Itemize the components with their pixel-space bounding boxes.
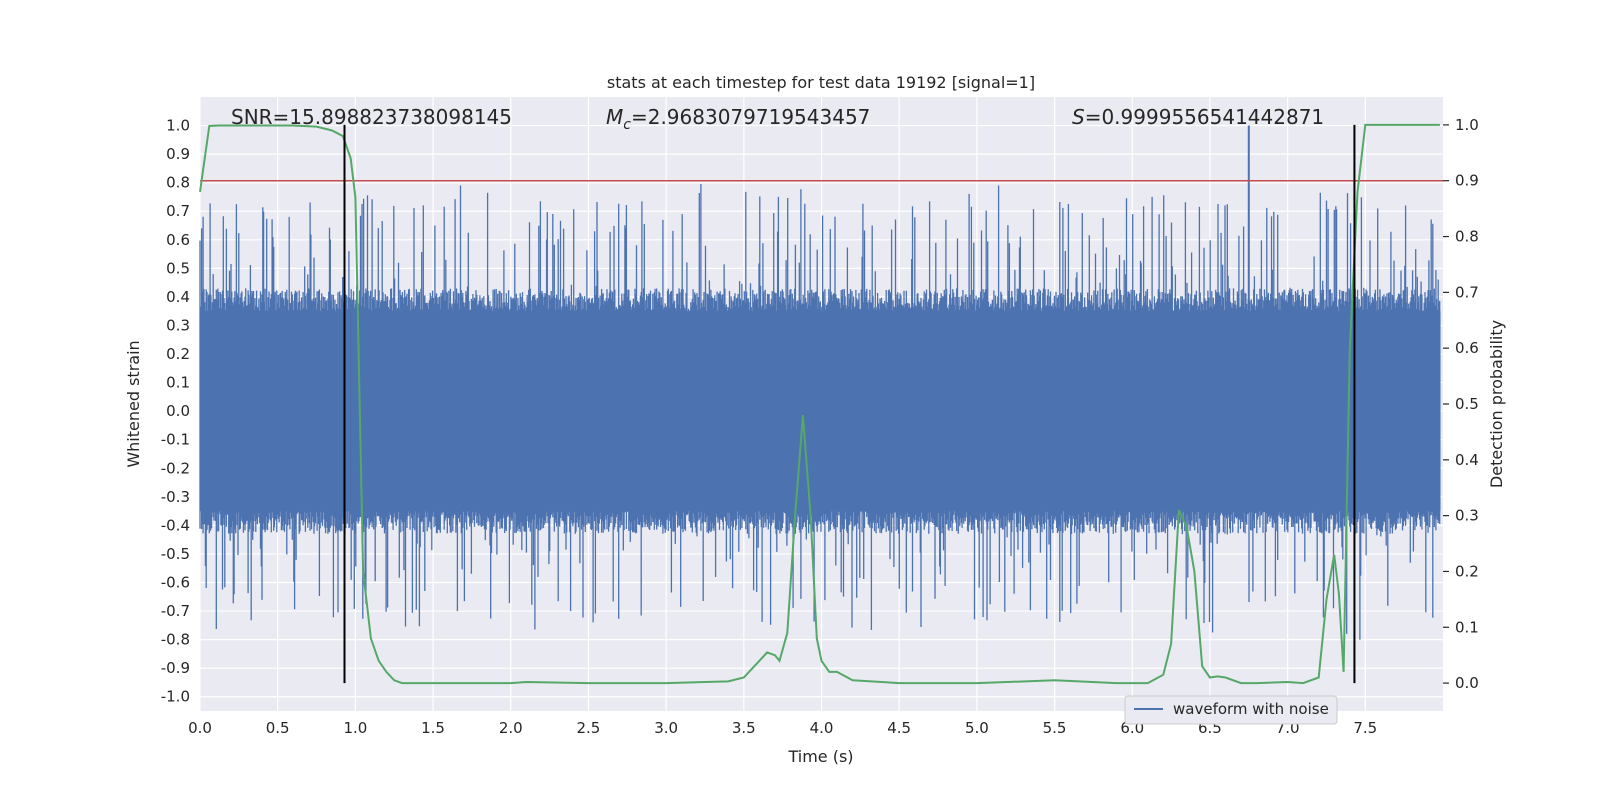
x-tick-label: 0.5 <box>266 719 290 737</box>
x-tick-label: 0.0 <box>188 719 212 737</box>
chirp-mass-subscript: c <box>623 117 631 133</box>
waveform-trace <box>199 184 1441 640</box>
y-left-tick-label: -0.2 <box>161 459 190 477</box>
snr-annotation: SNR=15.898823738098145 <box>231 105 512 129</box>
y-left-tick-label: 0.6 <box>166 231 190 249</box>
y-left-tick-label: 0.0 <box>166 402 190 420</box>
y-right-tick-label: 0.9 <box>1455 172 1479 190</box>
probability-line <box>199 123 1440 685</box>
y-right-tick-label: 1.0 <box>1455 116 1479 134</box>
y-right-tick-label: 0.3 <box>1455 507 1479 525</box>
x-tick-label: 1.0 <box>343 719 367 737</box>
x-axis-title: Time (s) <box>787 747 853 766</box>
score-value: =0.9999556541442871 <box>1085 105 1324 129</box>
y-left-tick-label: -0.8 <box>161 631 190 649</box>
y-right-axis-title: Detection probability <box>1487 320 1506 488</box>
y-left-tick-label: -0.9 <box>161 659 190 677</box>
score-annotation: S=0.9999556541442871 <box>1072 105 1324 129</box>
chirp-mass-value: =2.9683079719543457 <box>631 105 870 129</box>
y-right-tick-label: 0.5 <box>1455 395 1479 413</box>
x-tick-label: 4.5 <box>887 719 911 737</box>
y-left-tick-label: 1.0 <box>166 117 190 135</box>
x-tick-label: 3.0 <box>654 719 678 737</box>
x-tick-label: 1.5 <box>421 719 445 737</box>
y-left-tick-label: -0.3 <box>161 488 190 506</box>
y-left-tick-label: -0.1 <box>161 431 190 449</box>
y-left-tick-label: 0.2 <box>166 345 190 363</box>
y-left-tick-label: 0.1 <box>166 374 190 392</box>
y-left-tick-label: 0.4 <box>166 288 190 306</box>
y-left-axis-ticks: 1.0 0.9 0.8 0.7 0.6 0.5 0.4 0.3 0.2 0.1 0.0 -0.1 -0.… <box>161 117 190 706</box>
y-right-tick-label: 0.7 <box>1455 283 1479 301</box>
y-left-tick-label: 0.9 <box>166 145 190 163</box>
y-right-tick-label: 0.6 <box>1455 339 1479 357</box>
y-right-axis-ticks: 1.0 0.9 0.8 0.7 0.6 0.5 0.4 0.3 0.2 0.1 0.0 <box>1443 116 1479 692</box>
y-left-tick-label: -0.4 <box>161 516 190 534</box>
chart-title: stats at each timestep for test data 191… <box>607 73 1035 92</box>
y-right-tick-label: 0.8 <box>1455 228 1479 246</box>
y-right-tick-label: 0.0 <box>1455 674 1479 692</box>
x-tick-label: 5.5 <box>1043 719 1067 737</box>
chirp-mass-annotation: Mc=2.9683079719543457 <box>606 105 870 133</box>
y-left-tick-label: 0.8 <box>166 174 190 192</box>
waveform-series <box>199 125 1441 640</box>
y-right-tick-label: 0.1 <box>1455 618 1479 636</box>
y-left-tick-label: 0.5 <box>166 259 190 277</box>
y-left-tick-label: 0.7 <box>166 202 190 220</box>
x-tick-label: 7.5 <box>1353 719 1377 737</box>
y-left-tick-label: -1.0 <box>161 688 190 706</box>
probability-series <box>199 123 1440 685</box>
y-left-tick-label: -0.7 <box>161 602 190 620</box>
x-tick-label: 4.0 <box>810 719 834 737</box>
y-right-tick-label: 0.2 <box>1455 562 1479 580</box>
x-tick-label: 2.0 <box>499 719 523 737</box>
legend: waveform with noise <box>1124 695 1338 725</box>
chirp-mass-symbol: M <box>606 105 623 129</box>
y-left-tick-label: -0.5 <box>161 545 190 563</box>
x-tick-label: 3.5 <box>732 719 756 737</box>
y-left-tick-label: 0.3 <box>166 316 190 334</box>
x-axis-ticks: 0.0 0.5 1.0 1.5 2.0 2.5 3.0 3.5 4.0 4.5 5.0 5.5 6.0 6… <box>188 719 1377 737</box>
score-symbol: S <box>1072 105 1085 129</box>
y-right-tick-label: 0.4 <box>1455 451 1479 469</box>
x-tick-label: 2.5 <box>577 719 601 737</box>
y-left-axis-title: Whitened strain <box>124 340 143 467</box>
y-left-tick-label: -0.6 <box>161 573 190 591</box>
x-tick-label: 5.0 <box>965 719 989 737</box>
legend-label: waveform with noise <box>1173 700 1329 718</box>
legend-box <box>1124 695 1338 725</box>
vertical-markers <box>343 124 1356 684</box>
